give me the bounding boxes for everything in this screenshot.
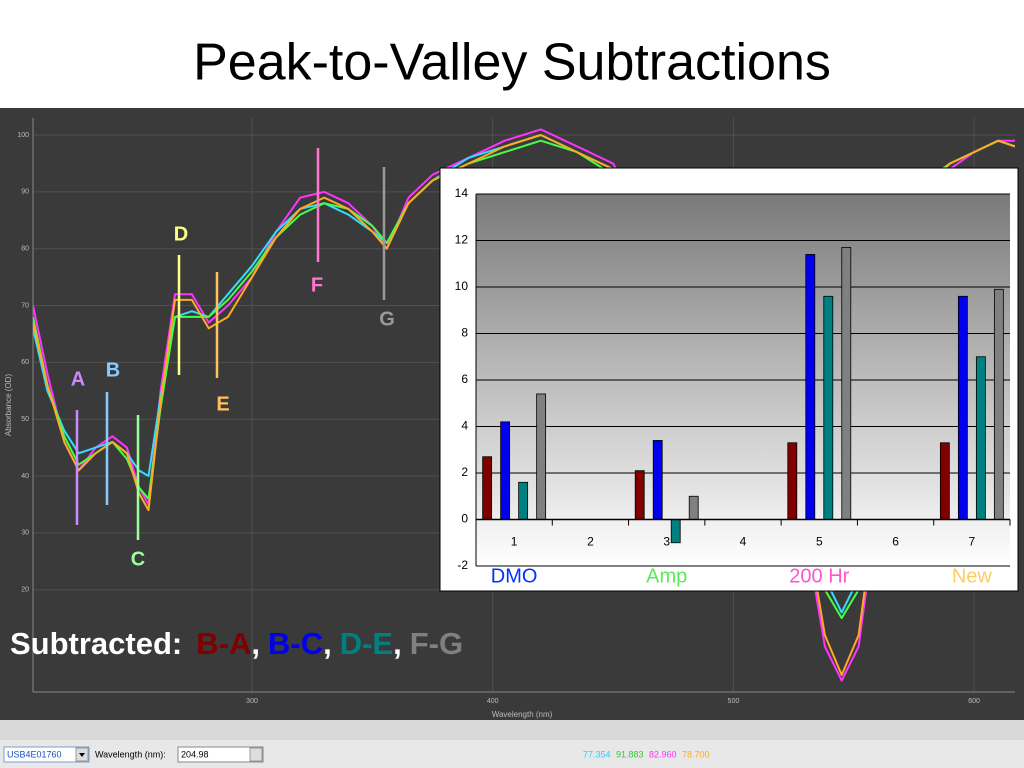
reading: 91.883: [616, 749, 644, 759]
marker-label: G: [379, 308, 395, 330]
x-tick-label: 4: [740, 535, 747, 549]
x-tick-label: 400: [487, 698, 499, 705]
wavelength-input[interactable]: [177, 746, 264, 763]
y-tick-label: 0: [461, 512, 468, 526]
x-tick-label: 3: [663, 535, 670, 549]
marker-label: D: [174, 223, 188, 245]
bar: [670, 519, 681, 544]
legend-title: Subtracted:: [10, 626, 182, 661]
y-tick-label: 100: [17, 132, 29, 139]
x-tick-label: 300: [246, 698, 258, 705]
spin-button[interactable]: [249, 747, 263, 762]
marker-label: A: [71, 368, 85, 390]
y-tick-label: -2: [457, 558, 468, 572]
bar: [652, 440, 663, 520]
y-tick-label: 40: [21, 473, 29, 480]
status-bar: [0, 740, 1024, 768]
marker-label: B: [106, 359, 120, 381]
bar: [500, 421, 511, 520]
y-tick-label: 60: [21, 359, 29, 366]
legend-entry: B-C: [268, 626, 323, 661]
markers: A B C D E F G: [71, 148, 395, 570]
legend-separator: ,: [323, 626, 332, 661]
reading: 82.960: [649, 749, 677, 759]
y-tick-label: 8: [461, 326, 468, 340]
x-tick-label: 5: [816, 535, 823, 549]
x-tick-label: 600: [968, 698, 980, 705]
y-tick-label: 2: [461, 465, 468, 479]
bar: [823, 295, 834, 520]
bar: [957, 295, 968, 520]
legend-entry: D-E: [340, 626, 393, 661]
group-label: New: [952, 565, 993, 587]
y-tick-label: 14: [455, 186, 469, 200]
x-tick-label: 1: [511, 535, 518, 549]
bar: [841, 247, 852, 520]
bar: [939, 442, 950, 520]
device-select[interactable]: [3, 746, 90, 763]
x-tick-label: 7: [969, 535, 976, 549]
inset-chart: -2 0 2 4 6 8 10 12 14 1 DMO 2 3 Amp 4 5 200 Hr 6 7 New: [439, 167, 1019, 592]
marker-label: C: [131, 548, 145, 570]
legend-entry: B-A: [196, 626, 251, 661]
reading: 77.354: [583, 749, 611, 759]
dropdown-arrow: [79, 753, 85, 757]
y-axis-label: Absorbance (OD): [4, 374, 13, 437]
group-label: 200 Hr: [789, 565, 849, 587]
slide-title: Peak-to-Valley Subtractions: [193, 34, 831, 92]
y-tick-label: 20: [21, 587, 29, 594]
y-tick-label: 90: [21, 189, 29, 196]
subtracted-legend: Subtracted: B-A, B-C, D-E, F-G: [10, 626, 463, 661]
bar: [787, 442, 798, 520]
legend-separator: ,: [393, 626, 402, 661]
y-tick-label: 30: [21, 530, 29, 537]
x-tick-label: 6: [892, 535, 899, 549]
group-label: Amp: [646, 565, 687, 587]
marker-label: F: [311, 274, 323, 296]
legend-text: Subtracted: B-A, B-C, D-E, F-G: [10, 626, 463, 661]
bar: [634, 470, 645, 520]
legend-separator: ,: [251, 626, 260, 661]
bar: [975, 356, 986, 520]
y-tick-label: 4: [461, 419, 468, 433]
wavelength-value: 204.98: [181, 749, 209, 759]
device-id: USB4E01760: [7, 749, 62, 759]
marker-label: E: [216, 393, 229, 415]
bar: [518, 481, 529, 520]
legend-entry: F-G: [410, 626, 463, 661]
y-tick-label: 6: [461, 372, 468, 386]
y-tick-label: 80: [21, 246, 29, 253]
reading: 78.700: [682, 749, 710, 759]
x-tick-label: 500: [728, 698, 740, 705]
y-tick-label: 70: [21, 302, 29, 309]
panel-footer: [0, 720, 1024, 740]
bar: [688, 495, 699, 520]
y-tick-label: 12: [455, 233, 469, 247]
wavelength-label: Wavelength (nm):: [95, 749, 166, 759]
x-axis-label: Wavelength (nm): [492, 710, 553, 719]
y-tick-label: 10: [455, 279, 469, 293]
group-label: DMO: [491, 565, 538, 587]
x-tick-label: 2: [587, 535, 594, 549]
status-controls: USB4E01760 Wavelength (nm): 204.98 77.354 91…: [3, 746, 710, 763]
bar: [482, 456, 493, 520]
bar: [993, 288, 1004, 520]
y-tick-label: 50: [21, 416, 29, 423]
bar: [805, 254, 816, 520]
bar: [536, 393, 547, 520]
